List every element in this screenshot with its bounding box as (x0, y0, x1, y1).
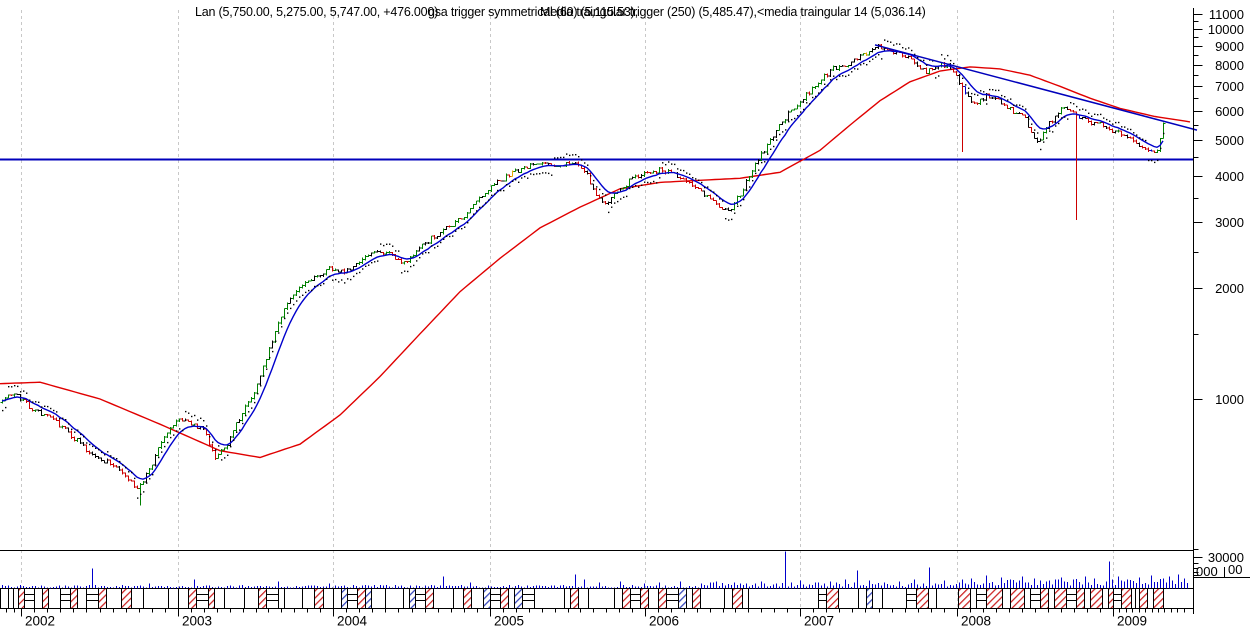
equivolume-band (0, 588, 1164, 609)
price-axis-label: 10000 (1208, 22, 1244, 37)
year-label: 2004 (337, 614, 368, 627)
price-axis-label: 3000 (1215, 215, 1244, 230)
volume-axis-overlap-label: 000 (1196, 564, 1218, 579)
price-axis-label: 4000 (1215, 169, 1244, 184)
price-axis-label: 9000 (1215, 39, 1244, 54)
volume-axis-overlap-label: 00 (1228, 562, 1242, 577)
title-indicator-1: gsa trigger symmetrical (60) (5,115.53), (428, 5, 638, 19)
title-indicator-2: Media traingular trigger (250) (5,485.47… (540, 5, 757, 19)
year-gridlines (21, 10, 1114, 607)
price-axis-label: 1000 (1215, 392, 1244, 407)
price-axis-label: 11000 (1209, 7, 1244, 22)
title-ohlc-values: Lan (5,750.00, 5,275.00, 5,747.00, +476.… (195, 5, 439, 19)
year-label: 2009 (1117, 614, 1147, 627)
price-axis-label: 5000 (1215, 133, 1244, 148)
slow-ma-line (0, 66, 1191, 459)
price-bars (0, 43, 1166, 506)
price-axis-label: 8000 (1215, 58, 1244, 73)
price-axis-label: 6000 (1215, 104, 1244, 119)
year-label: 2006 (649, 614, 679, 627)
fast-ma-line (1, 50, 1164, 480)
trendline (874, 44, 1198, 131)
year-label: 2005 (494, 614, 524, 627)
year-label: 2008 (961, 614, 991, 627)
year-label: 2002 (25, 614, 55, 627)
volume-axis-label: 30000 (1208, 550, 1244, 565)
price-axis: 1000 2000 3000 4000 5000 6000 7000 8000 9000 1000… (1193, 7, 1244, 407)
time-axis: 2002 2003 2004 2005 2006 2007 2008 2009 (6, 608, 1185, 627)
price-axis-label: 7000 (1215, 79, 1244, 94)
year-label: 2003 (182, 614, 212, 627)
axes (0, 8, 1194, 614)
price-axis-label: 2000 (1215, 281, 1244, 296)
title-indicator-3: <media traingular 14 (5,036.14) (757, 5, 926, 19)
sar-dots (2, 39, 1165, 499)
year-label: 2007 (804, 614, 834, 627)
volume-bars (2, 551, 1188, 589)
